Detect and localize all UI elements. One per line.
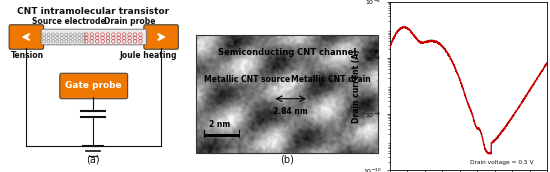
FancyBboxPatch shape <box>144 25 178 49</box>
Text: Metallic CNT drain: Metallic CNT drain <box>290 75 370 84</box>
Text: Drain voltage = 0.5 V: Drain voltage = 0.5 V <box>470 160 534 165</box>
Text: Joule heating: Joule heating <box>119 51 177 60</box>
FancyBboxPatch shape <box>60 73 128 99</box>
Text: Drain probe: Drain probe <box>104 17 155 26</box>
Bar <box>204 134 239 137</box>
Text: Semiconducting CNT channel: Semiconducting CNT channel <box>218 48 356 57</box>
Text: Source electrode: Source electrode <box>32 17 106 26</box>
Text: CNT intramolecular transistor: CNT intramolecular transistor <box>17 7 169 16</box>
FancyBboxPatch shape <box>9 25 43 49</box>
FancyBboxPatch shape <box>41 29 146 45</box>
Text: 2.84 nm: 2.84 nm <box>273 107 308 116</box>
Text: (b): (b) <box>280 154 294 164</box>
Text: (a): (a) <box>86 154 100 164</box>
Text: Metallic CNT source: Metallic CNT source <box>204 75 290 84</box>
Bar <box>196 35 378 153</box>
Text: Gate probe: Gate probe <box>65 82 122 90</box>
Y-axis label: Drain current (A): Drain current (A) <box>353 49 361 123</box>
Text: Tension: Tension <box>10 51 44 60</box>
Text: 2 nm: 2 nm <box>209 120 230 129</box>
